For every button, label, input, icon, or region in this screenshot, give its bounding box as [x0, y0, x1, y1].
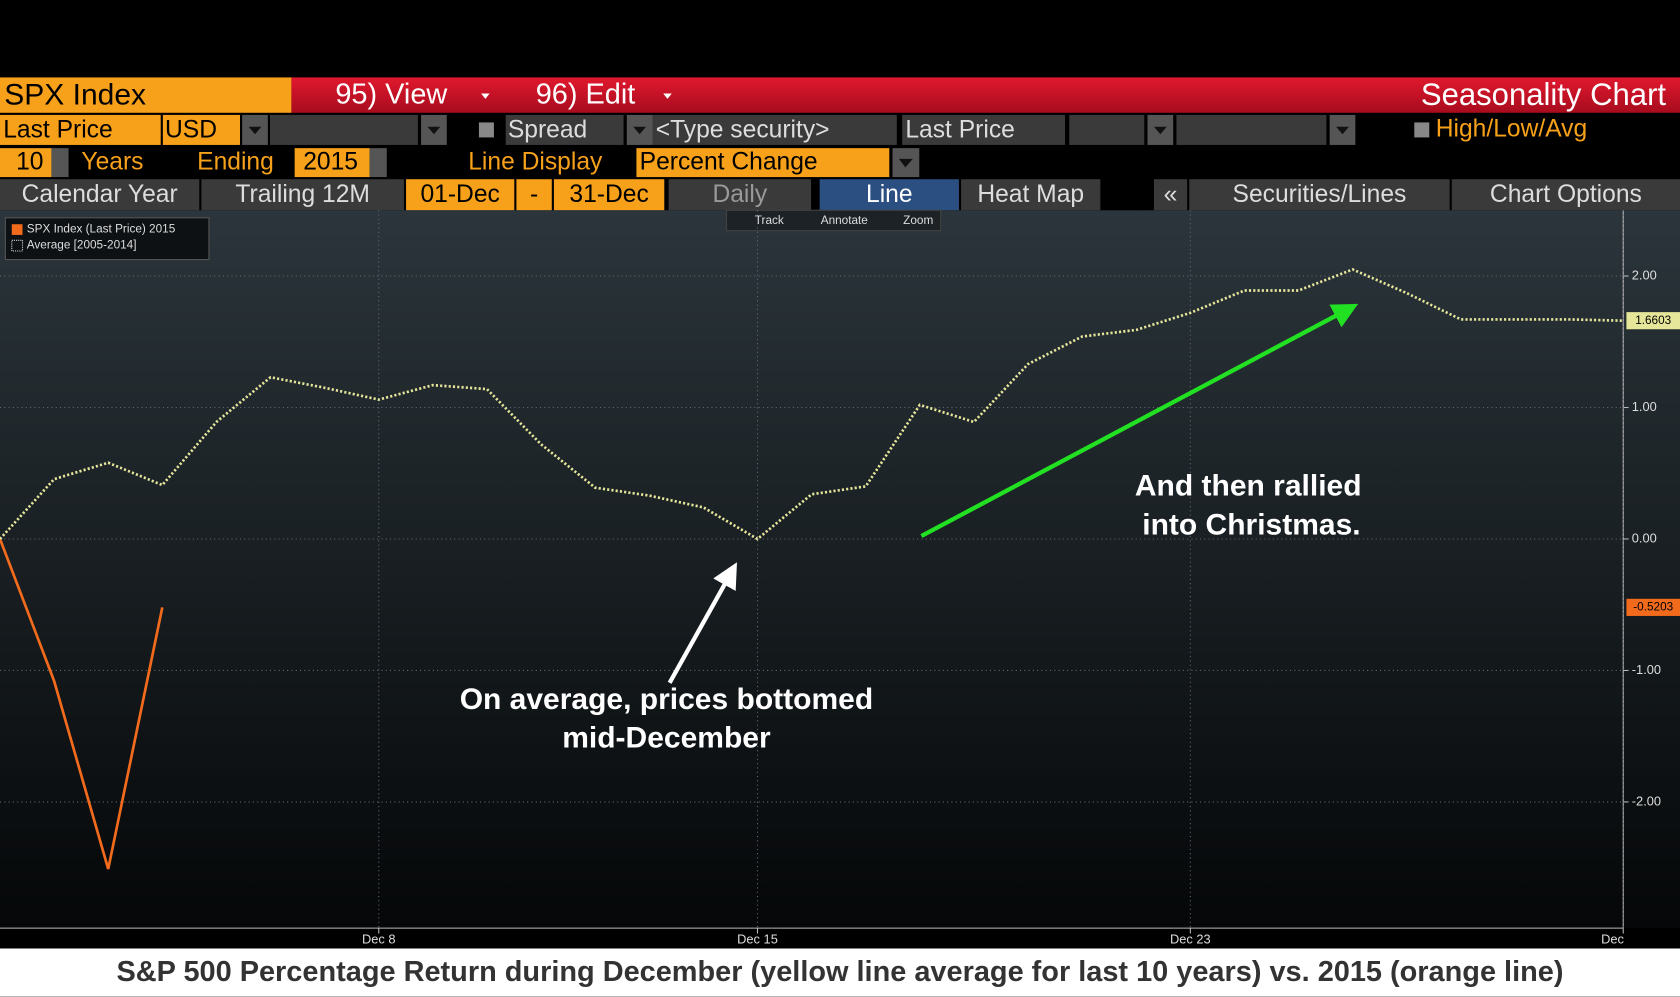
dropdown-arrow: [481, 93, 490, 99]
dropdown-arrow: [248, 126, 262, 135]
tab-label: Trailing 12M: [235, 181, 370, 208]
dropdown-arrow: [1153, 126, 1167, 135]
dropdown-arrow: [663, 93, 672, 99]
tab-label: Securities/Lines: [1233, 181, 1407, 208]
tab-label: Heat Map: [977, 181, 1084, 208]
security-box[interactable]: [0, 77, 292, 113]
type-security: <Type security>: [656, 117, 830, 144]
view-menu[interactable]: 95) View: [335, 78, 447, 110]
tab-label: Calendar Year: [22, 181, 178, 208]
ending-label: Ending: [197, 149, 274, 176]
y-tick-label: -1.00: [1632, 662, 1661, 677]
caption-band: [0, 948, 1680, 997]
y-tick-label: 2.00: [1632, 267, 1657, 282]
input-box[interactable]: [1069, 114, 1145, 145]
line-display-box[interactable]: [636, 148, 890, 178]
legend-label: Average [2005-2014]: [27, 239, 137, 252]
input-box[interactable]: [270, 114, 418, 145]
y-tick-label: -2.00: [1632, 793, 1661, 808]
tab-label: Daily: [712, 181, 767, 208]
input-box[interactable]: [1176, 114, 1327, 145]
currency: USD: [165, 117, 217, 144]
tab[interactable]: [201, 179, 404, 211]
x-tick-label: Dec 15: [737, 931, 778, 946]
last-value-label: -0.5203: [1633, 600, 1673, 613]
years-box[interactable]: [0, 148, 52, 178]
checkbox[interactable]: [1414, 122, 1430, 138]
tab-label: «: [1164, 181, 1178, 208]
tab[interactable]: [516, 179, 552, 211]
dropdown-arrow: [1336, 126, 1349, 135]
y-tick-label: 1.00: [1632, 399, 1657, 414]
tab[interactable]: [668, 179, 812, 211]
plot-background: [0, 210, 1680, 929]
tab[interactable]: [961, 179, 1101, 211]
high-low-avg: High/Low/Avg: [1436, 115, 1588, 142]
x-axis-band: [0, 928, 1680, 949]
x-tick-label: Dec 8: [362, 931, 396, 946]
tab[interactable]: [406, 179, 515, 211]
top-bar: [0, 0, 1680, 78]
tab-label: Line: [866, 181, 913, 208]
dropdown-arrow: [427, 126, 441, 135]
tab[interactable]: [1451, 179, 1680, 211]
legend: [4, 217, 210, 261]
last-value-box: [1626, 598, 1680, 616]
tab-label: Chart Options: [1490, 181, 1642, 208]
tab[interactable]: [819, 179, 959, 211]
tool-bar: [725, 209, 942, 232]
spinner[interactable]: [51, 148, 69, 178]
edit-menu[interactable]: 96) Edit: [536, 78, 636, 110]
security-input[interactable]: [652, 114, 897, 145]
legend-label: SPX Index (Last Price) 2015: [27, 223, 176, 236]
annotation: mid-December: [562, 721, 771, 754]
field2-box[interactable]: [902, 114, 1065, 145]
tool-button[interactable]: Zoom: [903, 214, 933, 227]
line-display: Percent Change: [640, 149, 818, 176]
annotation-arrow: [920, 303, 1359, 538]
tab[interactable]: [1189, 179, 1450, 211]
currency-box[interactable]: [162, 114, 240, 145]
x-tick-label: Dec: [1601, 931, 1624, 946]
tab-label: -: [530, 181, 538, 208]
ending-box[interactable]: [294, 148, 370, 178]
tool-button[interactable]: Annotate: [821, 214, 869, 227]
annotation: On average, prices bottomed: [460, 683, 873, 716]
field2: Last Price: [905, 117, 1015, 144]
checkbox[interactable]: [478, 122, 494, 138]
menu-bar: [291, 77, 1680, 113]
dropdown-arrow: [633, 126, 647, 135]
x-tick-label: Dec 23: [1170, 931, 1211, 946]
screen-title: Seasonality Chart: [1421, 77, 1667, 112]
tab-label: 31-Dec: [569, 181, 648, 208]
series-line: [0, 268, 1624, 541]
annotation-arrow: [667, 562, 737, 684]
spread-box[interactable]: [505, 114, 624, 145]
annotation: into Christmas.: [1142, 508, 1360, 541]
tab-label: 01-Dec: [420, 181, 499, 208]
last-value-box: [1626, 312, 1680, 330]
line-display-label: Line Display: [468, 149, 603, 176]
tool-button[interactable]: Track: [755, 214, 784, 227]
annotation: And then rallied: [1135, 470, 1362, 503]
tab[interactable]: [553, 179, 665, 211]
spinner[interactable]: [369, 148, 387, 178]
years-count: 10: [16, 149, 43, 176]
field-box[interactable]: [0, 114, 161, 145]
field: Last Price: [3, 117, 112, 144]
last-value-label: 1.6603: [1635, 314, 1671, 327]
spread: Spread: [508, 117, 587, 144]
tab[interactable]: [0, 179, 200, 211]
y-tick-label: 0.00: [1632, 530, 1657, 545]
years-label: Years: [81, 149, 143, 176]
ending-year: 2015: [303, 149, 358, 176]
security: SPX Index: [4, 79, 146, 112]
dropdown-arrow: [898, 158, 913, 168]
series-line: [0, 538, 164, 870]
tab[interactable]: [1153, 179, 1188, 211]
caption: S&P 500 Percentage Return during Decembe…: [117, 956, 1564, 988]
legend-swatch: [11, 224, 23, 235]
